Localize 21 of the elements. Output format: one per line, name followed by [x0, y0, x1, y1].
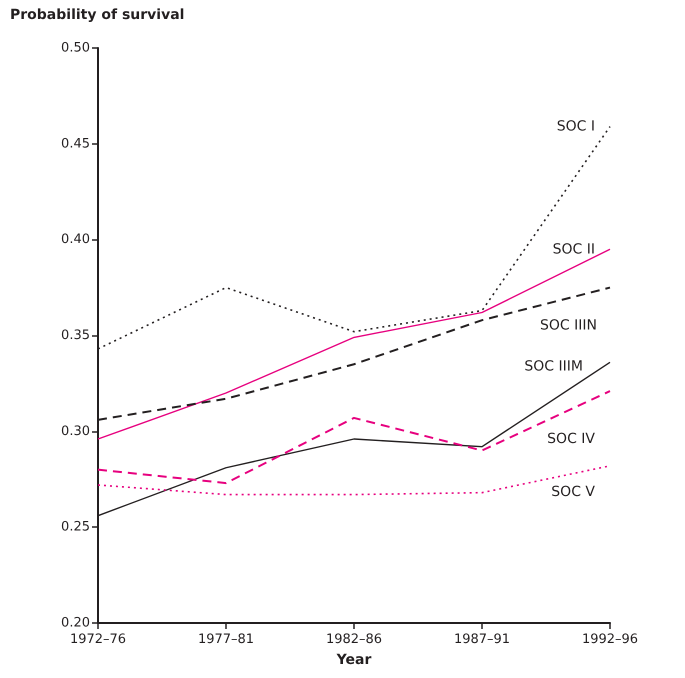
y-tick-label: 0.45: [61, 136, 90, 152]
series-label: SOC II: [552, 241, 595, 258]
x-tick-label: 1992–96: [582, 632, 638, 647]
x-tick-label: 1972–76: [70, 632, 126, 647]
series-label: SOC V: [551, 484, 596, 500]
x-axis-title: Year: [336, 652, 372, 668]
y-tick-label: 0.50: [61, 40, 90, 56]
y-tick-label: 0.30: [61, 424, 90, 439]
y-tick-label: 0.40: [61, 232, 90, 248]
series-label: SOC I: [556, 118, 595, 135]
x-tick-label: 1977–81: [198, 632, 254, 647]
x-tick-label: 1987–91: [454, 632, 510, 647]
series-label: SOC IV: [547, 431, 596, 448]
y-axis-title: Probability of survival: [10, 7, 184, 23]
y-tick-label: 0.25: [61, 520, 90, 535]
y-tick-label: 0.20: [61, 616, 90, 630]
line-series: [97, 390, 611, 484]
x-tick-label: 1982–86: [326, 632, 382, 647]
series-label: SOC IIIM: [524, 358, 583, 374]
y-tick-label: 0.35: [61, 328, 90, 343]
series-label: SOC IIIN: [540, 318, 597, 334]
